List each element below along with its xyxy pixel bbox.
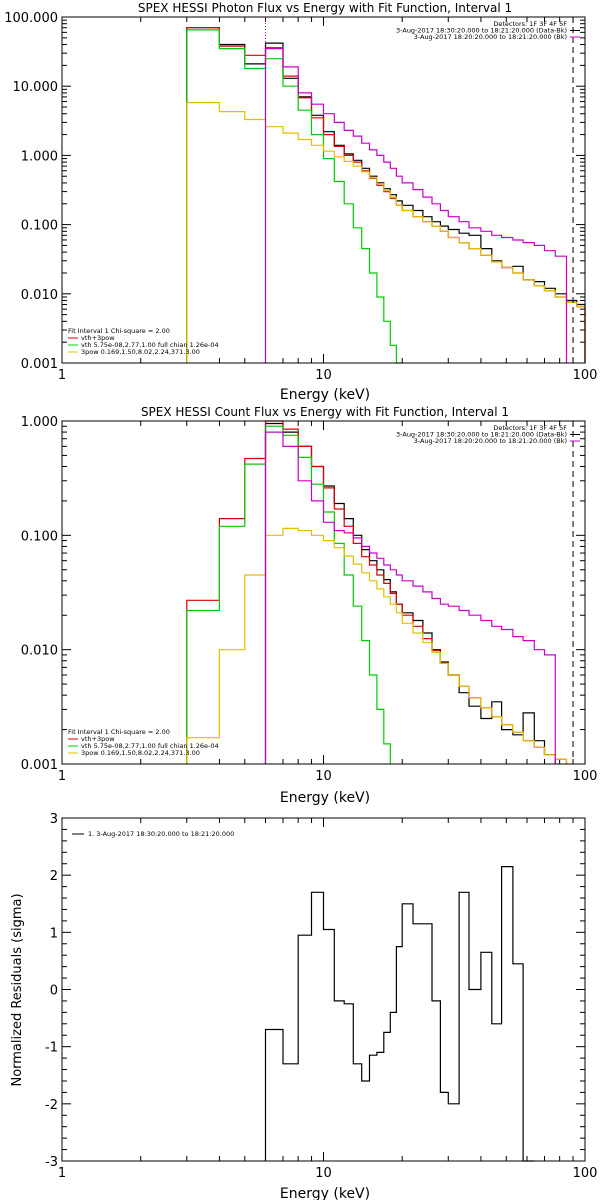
residuals-ytick-label: 2 xyxy=(50,869,58,884)
photon-flux-ytick-label: 10.000 xyxy=(13,80,59,95)
photon-flux-legend: Detectors: 1F 3F 4F 5F3-Aug-2017 18:30:2… xyxy=(68,20,580,356)
count-flux-legend-text: Fit Interval 1 Chi-square = 2.00 xyxy=(68,728,170,736)
photon-flux-legend-text: vth+3pow xyxy=(81,334,115,342)
photon-flux-xtick-label: 10 xyxy=(315,368,332,383)
count-flux-series-vth xyxy=(186,425,391,764)
count-flux-ytick-label: 1.000 xyxy=(21,415,58,430)
count-flux-series-3pow xyxy=(186,527,568,764)
residuals-ytick-label: 0 xyxy=(50,984,58,999)
count-flux-ytick-label: 0.010 xyxy=(21,644,58,659)
residuals-xtick-label: 100 xyxy=(573,1166,598,1181)
photon-flux-xtick-label: 100 xyxy=(573,368,598,383)
photon-flux-series-3pow xyxy=(186,101,586,363)
photon-flux-legend-text: Detectors: 1F 3F 4F 5F xyxy=(493,20,567,28)
residuals-series-residuals xyxy=(264,865,535,1162)
residuals-legend: 1. 3-Aug-2017 18:30:20.000 to 18:21:20.0… xyxy=(72,830,234,838)
photon-flux-ytick-label: 0.010 xyxy=(21,288,58,303)
photon-flux-series-bk xyxy=(264,47,568,363)
photon-flux-legend-text: 3-Aug-2017 18:20:20.000 to 18:21:20.000 … xyxy=(414,33,567,41)
residuals-ytick-label: -3 xyxy=(45,1155,58,1170)
photon-flux-xtick-label: 1 xyxy=(58,368,66,383)
photon-flux-panel: SPEX HESSI Photon Flux vs Energy with Fi… xyxy=(4,1,597,403)
photon-flux-ytick-label: 1.000 xyxy=(21,149,58,164)
photon-flux-legend-text: 3-Aug-2017 18:30:20.000 to 18:21:20.000 … xyxy=(396,27,567,35)
photon-flux-plot-frame xyxy=(61,16,586,364)
residuals-ytick-label: -1 xyxy=(45,1041,58,1056)
count-flux-markers xyxy=(264,421,574,764)
count-flux-xtick-label: 10 xyxy=(315,769,332,784)
photon-flux-series xyxy=(186,27,586,364)
count-flux-series-vth-3pow xyxy=(186,420,568,764)
count-flux-legend: Detectors: 1F 3F 4F 5F3-Aug-2017 18:30:2… xyxy=(68,424,580,757)
residuals-xtick-label: 1 xyxy=(58,1166,66,1181)
count-flux-legend-text: 3-Aug-2017 18:30:20.000 to 18:21:20.000 … xyxy=(396,431,567,439)
count-flux-title: SPEX HESSI Count Flux vs Energy with Fit… xyxy=(141,405,509,419)
photon-flux-title: SPEX HESSI Photon Flux vs Energy with Fi… xyxy=(138,1,512,15)
count-flux-ytick-label: 0.001 xyxy=(21,758,58,773)
residuals-xlabel: Energy (keV) xyxy=(280,1186,370,1200)
residuals-ytick-label: -2 xyxy=(45,1098,58,1113)
count-flux-xlabel: Energy (keV) xyxy=(280,790,370,806)
photon-flux-series-vth xyxy=(186,29,403,364)
photon-flux-ytick-label: 0.001 xyxy=(21,357,58,372)
count-flux-legend-text: 3-Aug-2017 18:20:20.000 to 18:21:20.000 … xyxy=(414,437,567,445)
count-flux-legend-text: Detectors: 1F 3F 4F 5F xyxy=(493,424,567,432)
photon-flux-markers xyxy=(264,17,574,363)
count-flux-ytick-label: 0.100 xyxy=(21,529,58,544)
photon-flux-series-data xyxy=(186,27,586,363)
count-flux-legend-text: 3pow 0.169,1.50,8.02,2.24,371.3.00 xyxy=(81,749,200,757)
count-flux-panel: SPEX HESSI Count Flux vs Energy with Fit… xyxy=(21,405,598,806)
photon-flux-tick-labels: 1 10 100 100.000 10.000 1.000 0.100 0.010 0.001 xyxy=(4,11,597,383)
residuals-plot-frame xyxy=(61,817,586,1162)
count-flux-xtick-label: 1 xyxy=(58,769,66,784)
count-flux-plot-frame xyxy=(61,420,586,765)
photon-flux-xlabel: Energy (keV) xyxy=(280,387,370,403)
count-flux-series-data xyxy=(264,422,556,764)
residuals-legend-text: 1. 3-Aug-2017 18:30:20.000 to 18:21:20.0… xyxy=(88,830,234,838)
count-flux-legend-text: vth 5.75e-08,2.77,1.00 full chian 1.26e-… xyxy=(81,742,219,750)
photon-flux-legend-text: vth 5.75e-08,2.77,1.00 full chian 1.26e-… xyxy=(81,341,219,349)
count-flux-legend-text: vth+3pow xyxy=(81,735,115,743)
residuals-series xyxy=(264,865,535,1162)
residuals-ytick-label: 3 xyxy=(50,812,58,827)
photon-flux-ytick-label: 100.000 xyxy=(4,11,58,26)
photon-flux-legend-text: Fit Interval 1 Chi-square = 2.00 xyxy=(68,327,170,335)
photon-flux-legend-text: 3pow 0.169,1.50,8.02,2.24,371.3.00 xyxy=(81,348,200,356)
count-flux-series xyxy=(186,420,568,764)
count-flux-xtick-label: 100 xyxy=(573,769,598,784)
count-flux-series-bk xyxy=(264,431,556,764)
residuals-panel: Normalized Residuals (sigma) Energy (keV… xyxy=(10,812,597,1200)
residuals-ytick-label: 1 xyxy=(50,926,58,941)
residuals-ylabel: Normalized Residuals (sigma) xyxy=(10,893,25,1086)
photon-flux-series-vth-3pow xyxy=(186,27,586,363)
residuals-xtick-label: 10 xyxy=(315,1166,332,1181)
photon-flux-ytick-label: 0.100 xyxy=(21,219,58,234)
